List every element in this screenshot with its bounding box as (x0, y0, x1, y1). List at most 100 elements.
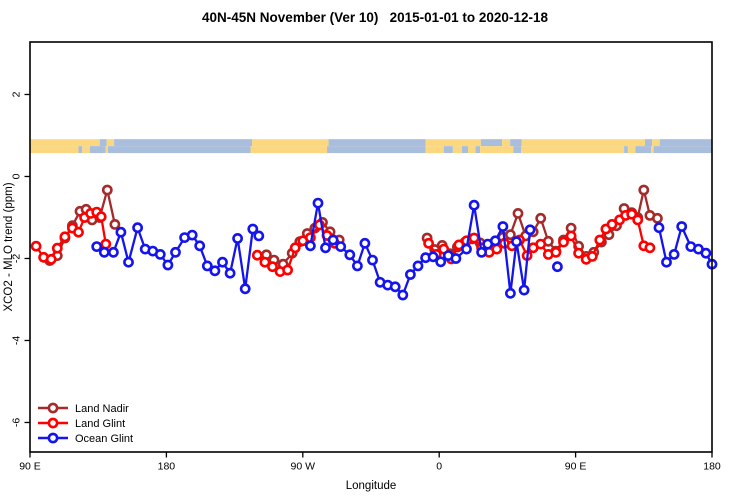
map-strip-ocean-segment (635, 146, 652, 154)
data-point-ocean-glint (186, 229, 198, 241)
data-point-ocean-glint (239, 283, 251, 295)
data-point-ocean-glint (123, 256, 134, 268)
data-point-land-glint (594, 234, 606, 246)
map-strip-ocean-segment (89, 146, 106, 154)
data-point-ocean-glint (359, 237, 371, 249)
map-strip-ocean-segment (99, 139, 107, 147)
legend-marker-swatch (47, 402, 59, 414)
map-strip-ocean-segment (510, 139, 522, 147)
data-point-land-glint (59, 231, 71, 243)
map-strip-ocean-segment (475, 146, 481, 154)
data-point-ocean-glint (115, 226, 127, 238)
data-point-ocean-glint (468, 199, 480, 211)
data-point-land-nadir (652, 212, 663, 224)
data-point-land-glint (95, 211, 107, 223)
data-point-land-glint (491, 243, 503, 255)
map-strip-land-segment (467, 146, 476, 154)
data-point-ocean-glint (170, 246, 181, 258)
data-point-ocean-glint (450, 253, 462, 264)
data-point-land-glint (259, 256, 271, 268)
map-strip-ocean-segment (480, 139, 503, 147)
data-point-ocean-glint (489, 235, 501, 247)
data-point-land-glint (573, 247, 584, 259)
data-point-ocean-glint (676, 221, 688, 232)
data-point-ocean-glint (367, 254, 378, 266)
data-point-ocean-glint (504, 287, 516, 299)
series-line-ocean-glint (96, 226, 260, 290)
data-point-ocean-glint (320, 242, 331, 254)
map-strip-land-segment (82, 146, 90, 154)
data-point-land-glint (45, 253, 57, 265)
data-point-ocean-glint (344, 249, 356, 261)
data-point-land-glint (586, 250, 598, 262)
data-point-land-glint (100, 238, 112, 250)
data-point-land-glint (468, 232, 480, 244)
data-point-ocean-glint (397, 289, 409, 301)
data-point-ocean-glint (304, 240, 316, 252)
data-point-ocean-glint (476, 246, 487, 258)
x-tick-label: 180 (158, 461, 176, 473)
data-point-ocean-glint (661, 256, 672, 268)
data-point-land-glint (251, 249, 263, 261)
data-point-ocean-glint (412, 260, 424, 272)
data-point-land-nadir (638, 184, 650, 196)
data-point-land-glint (267, 261, 278, 273)
x-tick-label: 90 E (565, 461, 587, 473)
data-point-land-nadir (512, 207, 524, 219)
data-point-ocean-glint (312, 197, 324, 209)
x-tick-label: 180 (703, 461, 721, 473)
legend-label: Land Nadir (75, 403, 129, 415)
x-tick-label: 90 E (19, 461, 41, 473)
map-strip-land-segment (480, 146, 514, 154)
data-point-ocean-glint (511, 236, 522, 248)
map-strip-ocean-segment (624, 146, 628, 154)
map-strip-land-segment (105, 146, 109, 154)
map-strip-land-segment (250, 146, 328, 154)
data-point-land-glint (289, 242, 301, 254)
data-point-ocean-glint (108, 246, 119, 258)
data-point-land-glint (423, 237, 434, 249)
data-point-ocean-glint (224, 267, 236, 279)
data-point-land-nadir (535, 212, 547, 224)
map-strip-ocean-segment (443, 146, 453, 154)
map-strip-ocean-segment (659, 139, 712, 147)
data-point-ocean-glint (91, 241, 103, 252)
data-point-ocean-glint (435, 256, 447, 268)
map-strip-ocean-segment (513, 146, 522, 154)
data-point-ocean-glint (524, 224, 536, 236)
y-axis-label: XCO2 - MLO trend (ppm) (3, 182, 15, 312)
data-point-ocean-glint (389, 281, 401, 293)
data-point-ocean-glint (232, 232, 243, 244)
y-tick-label: 2 (11, 91, 23, 97)
map-strip-land-segment (106, 139, 115, 147)
data-point-ocean-glint (132, 222, 143, 234)
data-point-land-nadir (504, 229, 516, 241)
y-tick-label: 0 (11, 173, 23, 179)
x-tick-label: 90 W (291, 461, 316, 473)
data-point-land-glint (565, 230, 577, 242)
map-strip-ocean-segment (461, 146, 468, 154)
data-point-land-glint (644, 242, 656, 254)
data-point-ocean-glint (327, 234, 339, 246)
y-tick-label: -4 (11, 336, 23, 345)
map-strip-ocean-segment (114, 139, 253, 147)
data-point-ocean-glint (552, 261, 563, 273)
data-point-ocean-glint (427, 251, 439, 263)
map-strip-land-segment (30, 146, 79, 154)
data-point-land-glint (606, 218, 618, 230)
map-strip-land-segment (425, 139, 481, 147)
y-tick-label: -2 (11, 254, 23, 263)
data-point-land-glint (282, 264, 293, 276)
map-strip-land-segment (521, 139, 646, 147)
data-point-ocean-glint (247, 223, 259, 235)
data-point-ocean-glint (201, 260, 213, 272)
map-strip-land-segment (30, 139, 100, 147)
data-point-ocean-glint (700, 247, 712, 259)
data-point-ocean-glint (668, 248, 680, 260)
data-point-ocean-glint (209, 265, 221, 277)
data-point-land-glint (73, 226, 84, 238)
legend-label: Land Glint (75, 418, 125, 430)
legend-label: Ocean Glint (75, 433, 133, 445)
map-strip-land-segment (452, 146, 462, 154)
